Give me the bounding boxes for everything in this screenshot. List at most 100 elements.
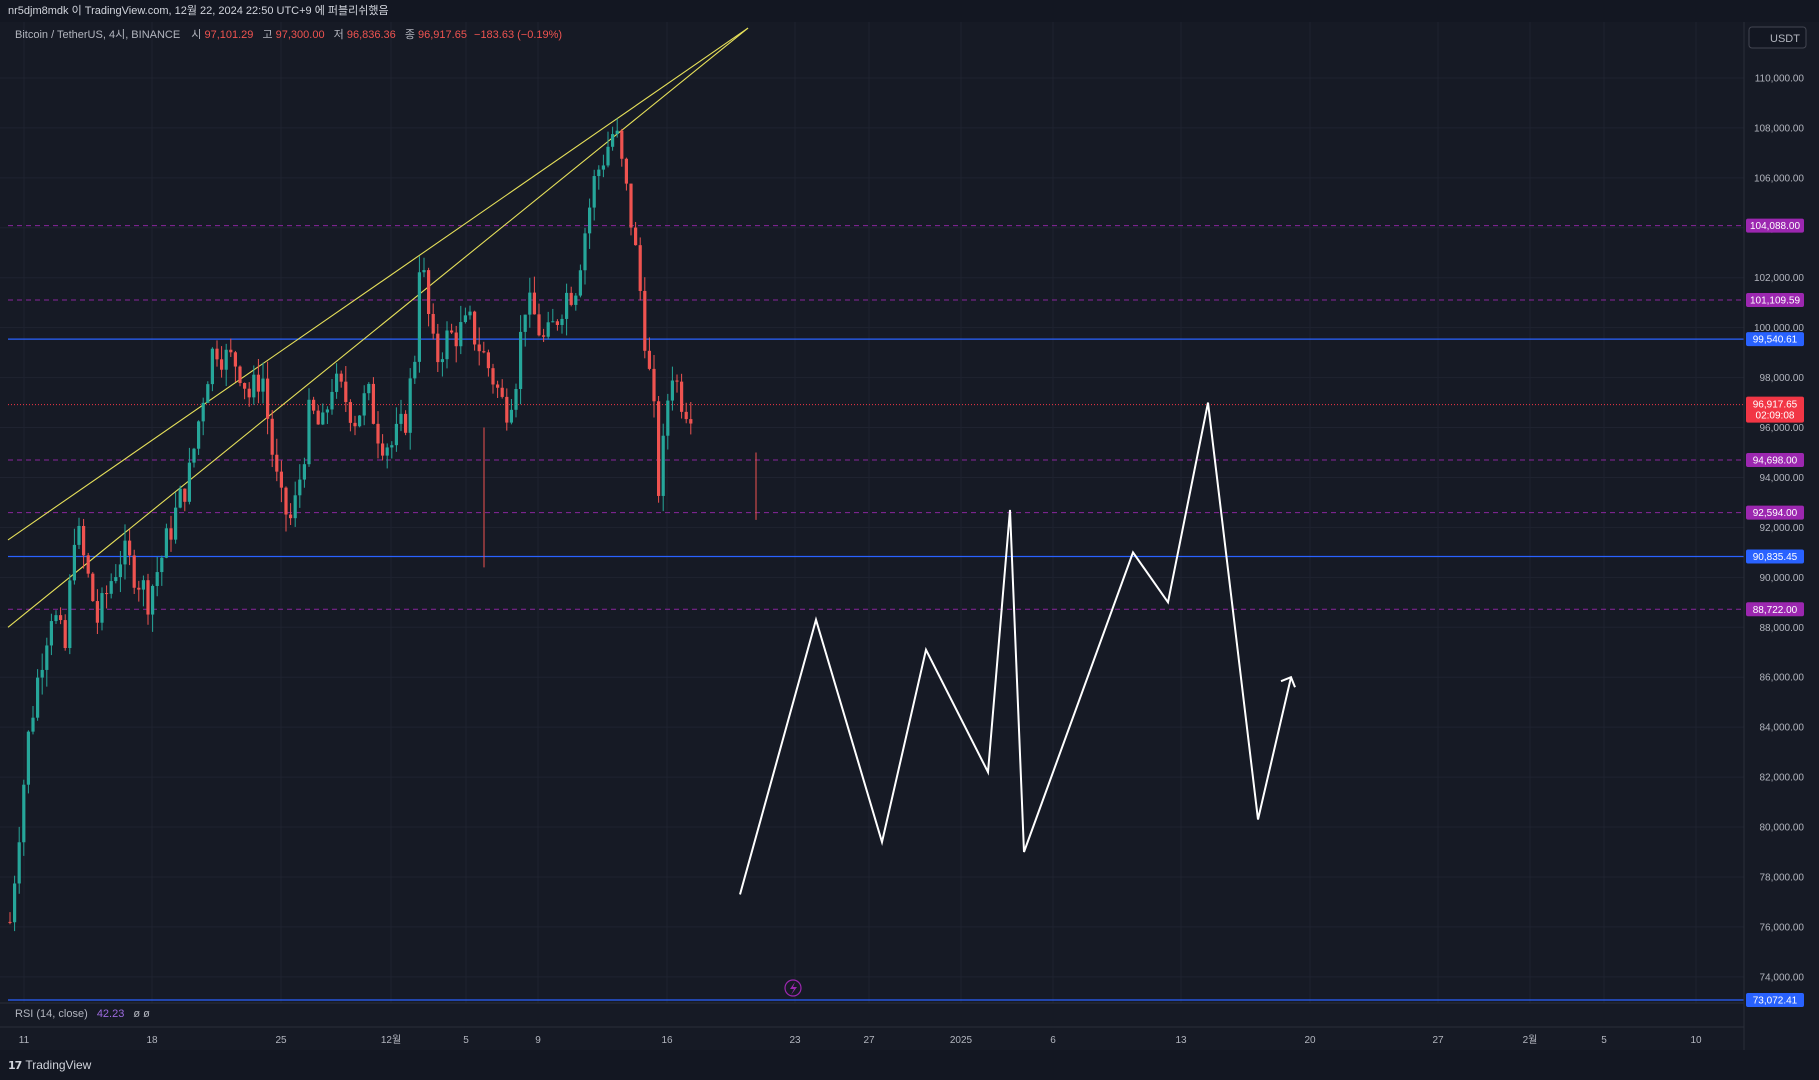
candle-body: [463, 315, 467, 323]
projection-path: [739, 402, 1292, 895]
time-tick-label: 10: [1690, 1035, 1702, 1046]
countdown-text: 02:09:08: [1756, 411, 1795, 422]
candle-body: [509, 409, 513, 423]
candle-body: [151, 585, 155, 615]
price-tick-label: 110,000.00: [1755, 74, 1805, 85]
candle-body: [684, 411, 688, 420]
level-price-tag: [1746, 453, 1804, 468]
candle-body: [376, 423, 380, 444]
candle-body: [597, 169, 601, 177]
level-price-tag: [1746, 992, 1804, 1007]
candle-body: [293, 495, 297, 519]
candle-body: [146, 580, 150, 615]
level-price-tag: [1746, 505, 1804, 520]
projection-arrowhead: [1280, 675, 1296, 688]
price-tags: 99,540.61 90,835.45 73,072.41 104,088.00 101…: [1746, 218, 1804, 1007]
level-price-tag: [1746, 602, 1804, 617]
candle-body: [500, 387, 504, 397]
candle-body: [243, 383, 247, 389]
candle-body: [298, 479, 302, 496]
legend-low: 96,836.36: [347, 29, 396, 41]
legend-open-label: 시: [191, 29, 201, 41]
candle-body: [643, 290, 647, 351]
level-price-tag: [1746, 549, 1804, 564]
candle-body: [578, 270, 582, 296]
candle-body: [141, 580, 145, 590]
price-tick-label: 82,000.00: [1760, 773, 1805, 784]
candle-body: [114, 577, 118, 582]
current-price-text: 96,917.65: [1753, 400, 1798, 411]
level-price-tag: [1746, 332, 1804, 347]
candle-body: [123, 540, 127, 565]
candle-body: [59, 615, 63, 621]
candle-body: [321, 412, 325, 425]
level-price-text: 104,088.00: [1750, 221, 1800, 232]
candle-body: [473, 311, 477, 345]
level-price-text: 94,698.00: [1753, 456, 1798, 467]
candle-body: [284, 487, 288, 515]
candle-body: [256, 374, 260, 392]
candle-body: [680, 381, 684, 412]
candle-body: [192, 448, 196, 463]
candle-body: [588, 207, 592, 234]
candle-body: [206, 384, 210, 403]
time-tick-label: 27: [863, 1035, 875, 1046]
time-tick-label: 12월: [381, 1034, 401, 1046]
candle-body: [353, 422, 357, 427]
price-tick-label: 108,000.00: [1754, 123, 1804, 134]
legend-low-label: 저: [334, 28, 344, 41]
candle-body: [289, 514, 293, 519]
legend-high: 97,300.00: [276, 29, 325, 41]
candle-body: [482, 351, 486, 353]
candle-body: [459, 322, 463, 347]
price-tick-label: 92,000.00: [1760, 523, 1805, 534]
candle-body: [325, 409, 329, 413]
candle-body: [468, 311, 472, 316]
level-price-text: 88,722.00: [1753, 605, 1798, 616]
candle-body: [657, 401, 661, 496]
legend-close-label: 종: [405, 29, 415, 41]
candle-body: [238, 366, 242, 384]
candle-body: [390, 445, 394, 448]
price-chart[interactable]: 74,000.00 76,000.00 78,000.00 80,000.00 82,0…: [0, 22, 1819, 1050]
candle-body: [252, 374, 256, 398]
tradingview-logo[interactable]: 𝟭𝟳 TradingView: [8, 1058, 91, 1072]
candle-body: [183, 488, 187, 502]
candle-body: [348, 402, 352, 423]
candle-body: [174, 507, 178, 540]
trendline: [7, 27, 749, 541]
candle-body: [8, 921, 12, 923]
price-tick-label: 90,000.00: [1760, 573, 1805, 584]
candle-body: [611, 134, 615, 147]
candle-body: [634, 227, 638, 246]
candle-body: [95, 601, 99, 623]
candle-body: [137, 587, 141, 590]
price-tick-label: 76,000.00: [1760, 922, 1805, 933]
candle-body: [427, 270, 431, 314]
candle-body: [537, 314, 541, 336]
time-tick-label: 25: [275, 1035, 287, 1046]
candle-body: [367, 383, 371, 394]
alert-icon[interactable]: [784, 979, 802, 997]
candle-body: [22, 784, 26, 843]
candle-body: [381, 443, 385, 456]
candle-body: [187, 462, 191, 502]
candle-body: [40, 669, 44, 678]
currency-box[interactable]: [1748, 26, 1807, 49]
candle-body: [689, 419, 693, 424]
candle-body: [606, 146, 610, 166]
candle-body: [514, 389, 518, 410]
legend-high-label: 고: [262, 29, 272, 41]
level-price-text: 99,540.61: [1753, 335, 1798, 346]
candle-body: [224, 349, 228, 370]
candle-body: [592, 176, 596, 208]
price-tick-label: 88,000.00: [1760, 623, 1805, 634]
candle-body: [413, 361, 417, 379]
candle-body: [266, 378, 270, 419]
time-axis[interactable]: 11 18 25 12월 5 9 16 23 27 2025 6 13 20 27 2월 5 10: [19, 1034, 1702, 1046]
price-tick-label: 94,000.00: [1760, 473, 1805, 484]
candle-body: [100, 593, 104, 623]
price-tick-label: 78,000.00: [1760, 872, 1805, 883]
candle-body: [358, 415, 362, 427]
rsi-value: 42.23: [97, 1008, 125, 1020]
